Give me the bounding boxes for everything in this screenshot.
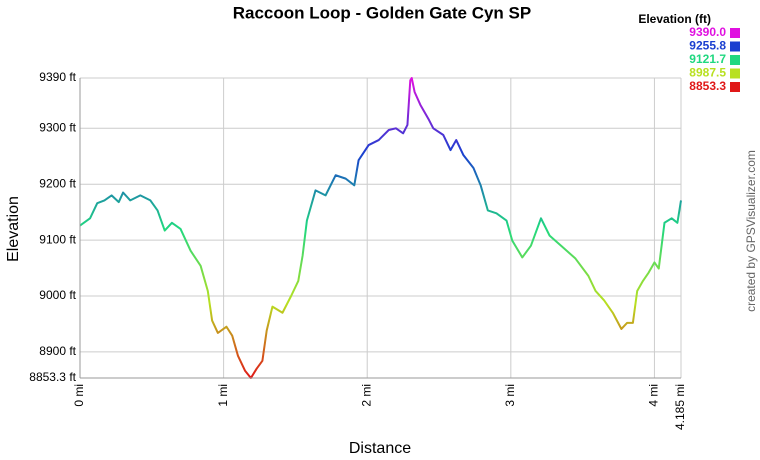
legend-label: 9390.0 xyxy=(689,25,726,39)
legend-swatch xyxy=(730,55,740,65)
legend-swatch xyxy=(730,82,740,92)
x-tick-label: 3 mi xyxy=(503,384,517,407)
y-tick-label: 9000 ft xyxy=(39,288,76,302)
legend-label: 9255.8 xyxy=(689,39,726,53)
legend-label: 8853.3 xyxy=(689,79,726,93)
legend-swatch xyxy=(730,28,740,38)
x-tick-label: 4.185 mi xyxy=(673,384,687,430)
chart-title: Raccoon Loop - Golden Gate Cyn SP xyxy=(233,3,531,22)
legend-swatch xyxy=(730,68,740,79)
y-tick-label: 9390 ft xyxy=(39,70,76,84)
legend-title: Elevation (ft) xyxy=(638,12,711,26)
legend-swatch xyxy=(730,41,740,52)
y-tick-label: 8853.3 ft xyxy=(29,370,76,384)
y-tick-label: 9200 ft xyxy=(39,176,76,190)
legend-label: 8987.5 xyxy=(689,66,726,80)
credit: created by GPSVisualizer.com xyxy=(744,150,758,312)
y-tick-label: 9300 ft xyxy=(39,120,76,134)
y-tick-label: 9100 ft xyxy=(39,232,76,246)
x-tick-label: 1 mi xyxy=(216,384,230,407)
y-axis-title: Elevation xyxy=(5,196,22,262)
elevation-line xyxy=(79,77,682,379)
x-tick-label: 4 mi xyxy=(647,384,661,407)
x-tick-label: 2 mi xyxy=(359,384,373,407)
x-axis-title: Distance xyxy=(349,440,411,457)
x-tick-label: 0 mi xyxy=(72,384,86,407)
legend-label: 9121.7 xyxy=(689,52,726,66)
y-tick-label: 8900 ft xyxy=(39,344,76,358)
